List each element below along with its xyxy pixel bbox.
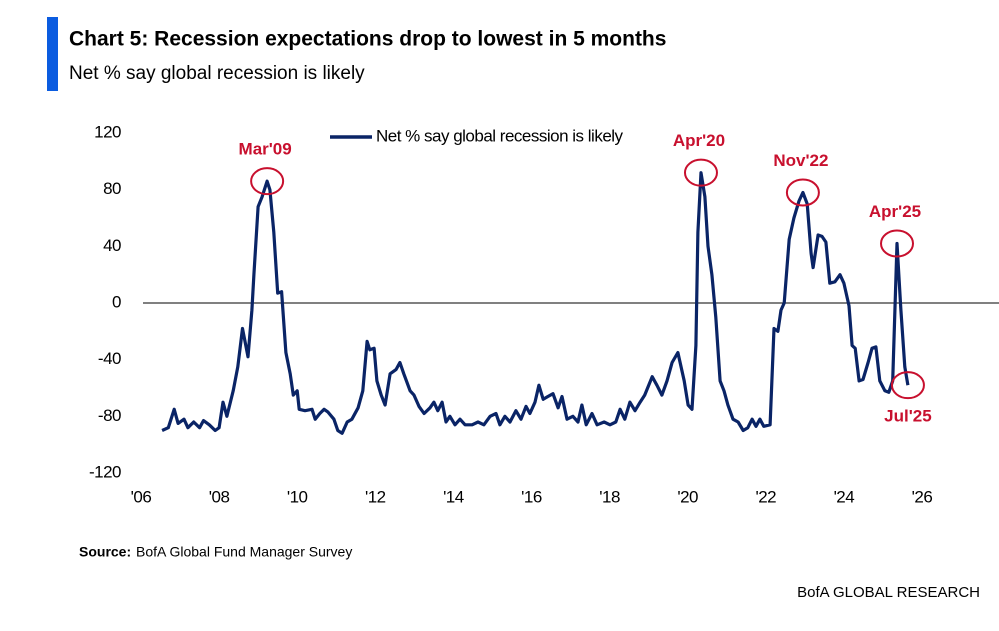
legend-label: Net % say global recession is likely [376, 126, 624, 145]
y-tick-label: 120 [94, 122, 121, 141]
x-tick-label: '10 [287, 487, 308, 506]
chart-title: Chart 5: Recession expectations drop to … [69, 28, 666, 51]
x-tick-label: '12 [365, 487, 386, 506]
x-tick-label: '24 [834, 487, 855, 506]
x-tick-label: '08 [209, 487, 230, 506]
source-label: Source: [79, 544, 131, 560]
x-tick-label: '22 [755, 487, 776, 506]
y-tick-label: 80 [103, 179, 121, 198]
x-tick-label: '26 [912, 487, 933, 506]
chart-subtitle: Net % say global recession is likely [69, 63, 365, 84]
y-tick-label: 0 [112, 292, 121, 311]
y-tick-label: 40 [103, 236, 121, 255]
x-tick-label: '18 [599, 487, 620, 506]
annotation-label: Apr'20 [673, 131, 725, 150]
x-tick-label: '20 [677, 487, 698, 506]
source: BofA Global Fund Manager Survey [136, 544, 352, 560]
annotation-circle [890, 371, 925, 400]
annotation-circle [880, 229, 915, 258]
annotation-circle [683, 158, 718, 187]
series-line [161, 171, 910, 435]
y-tick-label: -40 [98, 349, 121, 368]
annotation-circle [250, 167, 285, 196]
annotation-label: Jul'25 [884, 407, 932, 426]
annotation-label: Apr'25 [869, 202, 921, 221]
x-tick-label: '14 [443, 487, 464, 506]
annotation-label: Nov'22 [773, 151, 828, 170]
y-tick-label: -80 [98, 406, 121, 425]
y-tick-label: -120 [89, 462, 121, 481]
x-tick-label: '06 [131, 487, 152, 506]
annotation-label: Mar'09 [239, 140, 292, 159]
brand: BofA GLOBAL RESEARCH [797, 584, 980, 601]
x-tick-label: '16 [521, 487, 542, 506]
annotation-circle [785, 178, 820, 207]
title-accent [47, 17, 58, 91]
